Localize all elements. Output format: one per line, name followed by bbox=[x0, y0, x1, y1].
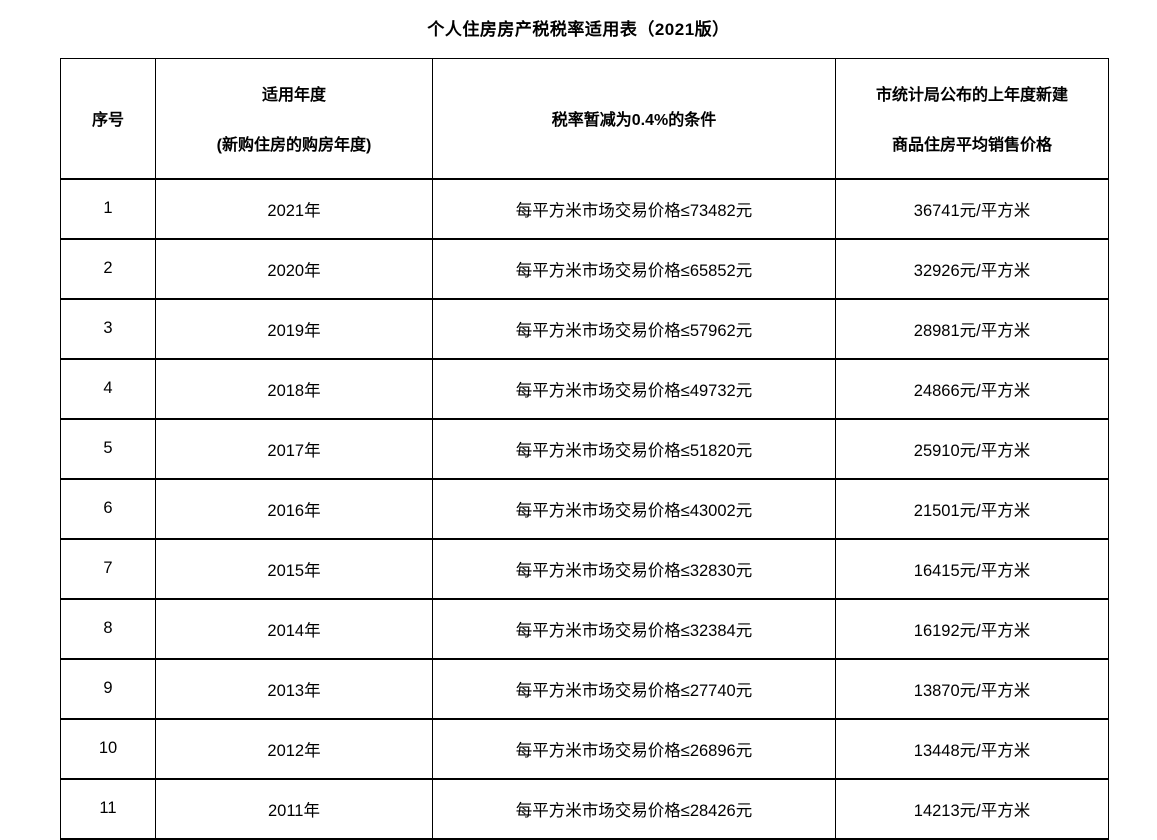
table-row: 1 2021年 每平方米市场交易价格≤73482元 36741元/平方米 bbox=[60, 177, 1109, 240]
cell-serial: 3 bbox=[60, 297, 156, 360]
header-price: 市统计局公布的上年度新建 商品住房平均销售价格 bbox=[835, 58, 1109, 180]
cell-serial: 4 bbox=[60, 357, 156, 420]
cell-serial: 8 bbox=[60, 597, 156, 660]
cell-serial: 11 bbox=[60, 777, 156, 840]
header-price-line1: 市统计局公布的上年度新建 bbox=[875, 87, 1068, 105]
table-row: 5 2017年 每平方米市场交易价格≤51820元 25910元/平方米 bbox=[60, 417, 1109, 480]
header-condition-label: 税率暂减为0.4%的条件 bbox=[551, 112, 717, 130]
page-title: 个人住房房产税税率适用表（2021版） bbox=[427, 20, 730, 39]
cell-serial: 9 bbox=[60, 657, 156, 720]
table-row: 7 2015年 每平方米市场交易价格≤32830元 16415元/平方米 bbox=[60, 537, 1109, 600]
cell-year: 2014年 bbox=[155, 597, 433, 660]
header-price-line2: 商品住房平均销售价格 bbox=[891, 137, 1052, 155]
header-condition: 税率暂减为0.4%的条件 bbox=[432, 58, 836, 180]
table-row: 2 2020年 每平方米市场交易价格≤65852元 32926元/平方米 bbox=[60, 237, 1109, 300]
cell-serial: 6 bbox=[60, 477, 156, 540]
cell-price: 24866元/平方米 bbox=[835, 357, 1109, 420]
cell-condition: 每平方米市场交易价格≤51820元 bbox=[432, 417, 836, 480]
cell-price: 16415元/平方米 bbox=[835, 537, 1109, 600]
cell-serial: 10 bbox=[60, 717, 156, 780]
cell-condition: 每平方米市场交易价格≤32384元 bbox=[432, 597, 836, 660]
table-row: 9 2013年 每平方米市场交易价格≤27740元 13870元/平方米 bbox=[60, 657, 1109, 720]
cell-year: 2013年 bbox=[155, 657, 433, 720]
cell-price: 25910元/平方米 bbox=[835, 417, 1109, 480]
header-year-title: 适用年度 bbox=[261, 87, 326, 105]
table-row: 6 2016年 每平方米市场交易价格≤43002元 21501元/平方米 bbox=[60, 477, 1109, 540]
table-header: 序号 适用年度 (新购住房的购房年度) 税率暂减为0.4%的条件 市统计局公布的… bbox=[60, 58, 1109, 180]
cell-serial: 1 bbox=[60, 177, 156, 240]
cell-price: 16192元/平方米 bbox=[835, 597, 1109, 660]
cell-price: 13448元/平方米 bbox=[835, 717, 1109, 780]
cell-year: 2021年 bbox=[155, 177, 433, 240]
cell-condition: 每平方米市场交易价格≤43002元 bbox=[432, 477, 836, 540]
cell-year: 2016年 bbox=[155, 477, 433, 540]
cell-condition: 每平方米市场交易价格≤27740元 bbox=[432, 657, 836, 720]
cell-condition: 每平方米市场交易价格≤65852元 bbox=[432, 237, 836, 300]
cell-price: 28981元/平方米 bbox=[835, 297, 1109, 360]
header-serial-label: 序号 bbox=[91, 112, 124, 130]
cell-serial: 2 bbox=[60, 237, 156, 300]
cell-price: 13870元/平方米 bbox=[835, 657, 1109, 720]
cell-year: 2018年 bbox=[155, 357, 433, 420]
cell-condition: 每平方米市场交易价格≤26896元 bbox=[432, 717, 836, 780]
cell-year: 2019年 bbox=[155, 297, 433, 360]
cell-serial: 5 bbox=[60, 417, 156, 480]
cell-price: 14213元/平方米 bbox=[835, 777, 1109, 840]
header-year: 适用年度 (新购住房的购房年度) bbox=[155, 58, 433, 180]
table-row: 8 2014年 每平方米市场交易价格≤32384元 16192元/平方米 bbox=[60, 597, 1109, 660]
table-row: 10 2012年 每平方米市场交易价格≤26896元 13448元/平方米 bbox=[60, 717, 1109, 780]
cell-year: 2015年 bbox=[155, 537, 433, 600]
cell-condition: 每平方米市场交易价格≤32830元 bbox=[432, 537, 836, 600]
cell-condition: 每平方米市场交易价格≤28426元 bbox=[432, 777, 836, 840]
cell-condition: 每平方米市场交易价格≤57962元 bbox=[432, 297, 836, 360]
table-row: 3 2019年 每平方米市场交易价格≤57962元 28981元/平方米 bbox=[60, 297, 1109, 360]
header-serial: 序号 bbox=[60, 58, 156, 180]
cell-year: 2017年 bbox=[155, 417, 433, 480]
cell-price: 36741元/平方米 bbox=[835, 177, 1109, 240]
cell-condition: 每平方米市场交易价格≤49732元 bbox=[432, 357, 836, 420]
table-row: 4 2018年 每平方米市场交易价格≤49732元 24866元/平方米 bbox=[60, 357, 1109, 420]
table-row: 11 2011年 每平方米市场交易价格≤28426元 14213元/平方米 bbox=[60, 777, 1109, 840]
tax-rate-table: 序号 适用年度 (新购住房的购房年度) 税率暂减为0.4%的条件 市统计局公布的… bbox=[60, 58, 1109, 840]
cell-year: 2012年 bbox=[155, 717, 433, 780]
header-year-subtitle: (新购住房的购房年度) bbox=[216, 137, 372, 155]
cell-year: 2011年 bbox=[155, 777, 433, 840]
table-body: 1 2021年 每平方米市场交易价格≤73482元 36741元/平方米 2 2… bbox=[60, 177, 1109, 840]
cell-year: 2020年 bbox=[155, 237, 433, 300]
cell-condition: 每平方米市场交易价格≤73482元 bbox=[432, 177, 836, 240]
cell-serial: 7 bbox=[60, 537, 156, 600]
header-row: 序号 适用年度 (新购住房的购房年度) 税率暂减为0.4%的条件 市统计局公布的… bbox=[60, 58, 1109, 180]
cell-price: 32926元/平方米 bbox=[835, 237, 1109, 300]
cell-price: 21501元/平方米 bbox=[835, 477, 1109, 540]
